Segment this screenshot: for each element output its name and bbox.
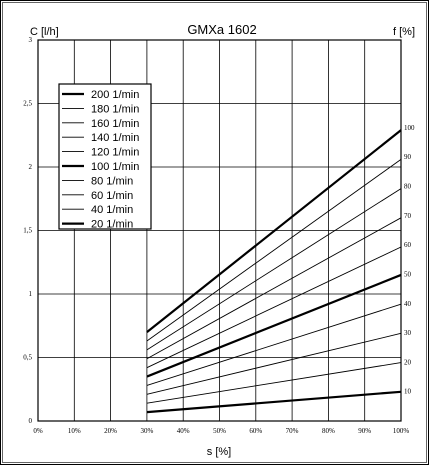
y-tick-label-left: 2 bbox=[29, 163, 33, 171]
x-tick-label: 90% bbox=[358, 427, 371, 435]
series-line-20 bbox=[146, 390, 402, 414]
x-axis-label: s [%] bbox=[207, 446, 231, 458]
x-tick-label: 70% bbox=[286, 427, 299, 435]
y-tick-label-right: 100 bbox=[404, 124, 415, 132]
legend-label: 80 1/min bbox=[91, 175, 133, 187]
series-line-200 bbox=[146, 129, 402, 333]
chart-title: GMXa 1602 bbox=[187, 22, 256, 37]
legend-label: 100 1/min bbox=[91, 161, 139, 173]
y-tick-label-right: 10 bbox=[404, 388, 412, 396]
x-tick-label: 100% bbox=[393, 427, 410, 435]
series-line-180 bbox=[146, 159, 402, 342]
x-tick-label: 0% bbox=[33, 427, 43, 435]
legend-label: 40 1/min bbox=[91, 204, 133, 216]
x-tick-label: 80% bbox=[322, 427, 335, 435]
tick-labels: 0% 10% 20% 30% 40% 50% 60% 70% 80% 90% 100% 0 0,5 1 1,… bbox=[23, 36, 415, 435]
series-line-60 bbox=[146, 332, 402, 395]
y-tick-label-left: 0 bbox=[29, 417, 33, 425]
legend-label: 200 1/min bbox=[91, 89, 139, 101]
series-line-80 bbox=[146, 303, 402, 386]
series-layer bbox=[146, 129, 402, 414]
legend-label: 120 1/min bbox=[91, 147, 139, 159]
legend-label: 160 1/min bbox=[91, 118, 139, 130]
x-tick-label: 20% bbox=[104, 427, 117, 435]
x-tick-label: 50% bbox=[213, 427, 226, 435]
y-axis-label-left: C [l/h] bbox=[30, 26, 59, 38]
y-tick-label-right: 80 bbox=[404, 183, 412, 191]
y-tick-label-left: 1,5 bbox=[23, 227, 32, 235]
y-tick-label-left: 2,5 bbox=[23, 100, 32, 108]
x-tick-label: 40% bbox=[177, 427, 190, 435]
y-tick-label-right: 30 bbox=[404, 329, 412, 337]
legend-label: 180 1/min bbox=[91, 103, 139, 115]
y-tick-label-right: 70 bbox=[404, 212, 412, 220]
y-tick-label-left: 0,5 bbox=[23, 354, 32, 362]
legend-label: 20 1/min bbox=[91, 219, 133, 231]
x-tick-label: 30% bbox=[140, 427, 153, 435]
y-tick-label-right: 20 bbox=[404, 358, 412, 366]
series-line-100 bbox=[146, 273, 402, 378]
x-tick-label: 60% bbox=[249, 427, 262, 435]
y-tick-label-right: 50 bbox=[404, 270, 412, 278]
legend: 200 1/min 180 1/min 160 1/min 140 1/min 120 … bbox=[58, 83, 152, 231]
legend-label: 140 1/min bbox=[91, 132, 139, 144]
y-tick-label-right: 60 bbox=[404, 241, 412, 249]
y-tick-label-right: 90 bbox=[404, 153, 412, 161]
series-line-140 bbox=[146, 217, 402, 360]
legend-label: 60 1/min bbox=[91, 190, 133, 202]
y-axis-label-right: f [%] bbox=[393, 26, 415, 38]
y-tick-label-right: 40 bbox=[404, 300, 412, 308]
series-line-160 bbox=[146, 188, 402, 351]
series-line-120 bbox=[146, 246, 402, 369]
series-line-40 bbox=[146, 362, 402, 404]
y-tick-label-left: 3 bbox=[29, 36, 33, 44]
grid bbox=[38, 40, 401, 421]
plot-area-border bbox=[37, 39, 402, 422]
y-tick-label-left: 1 bbox=[29, 290, 33, 298]
x-tick-label: 10% bbox=[68, 427, 81, 435]
